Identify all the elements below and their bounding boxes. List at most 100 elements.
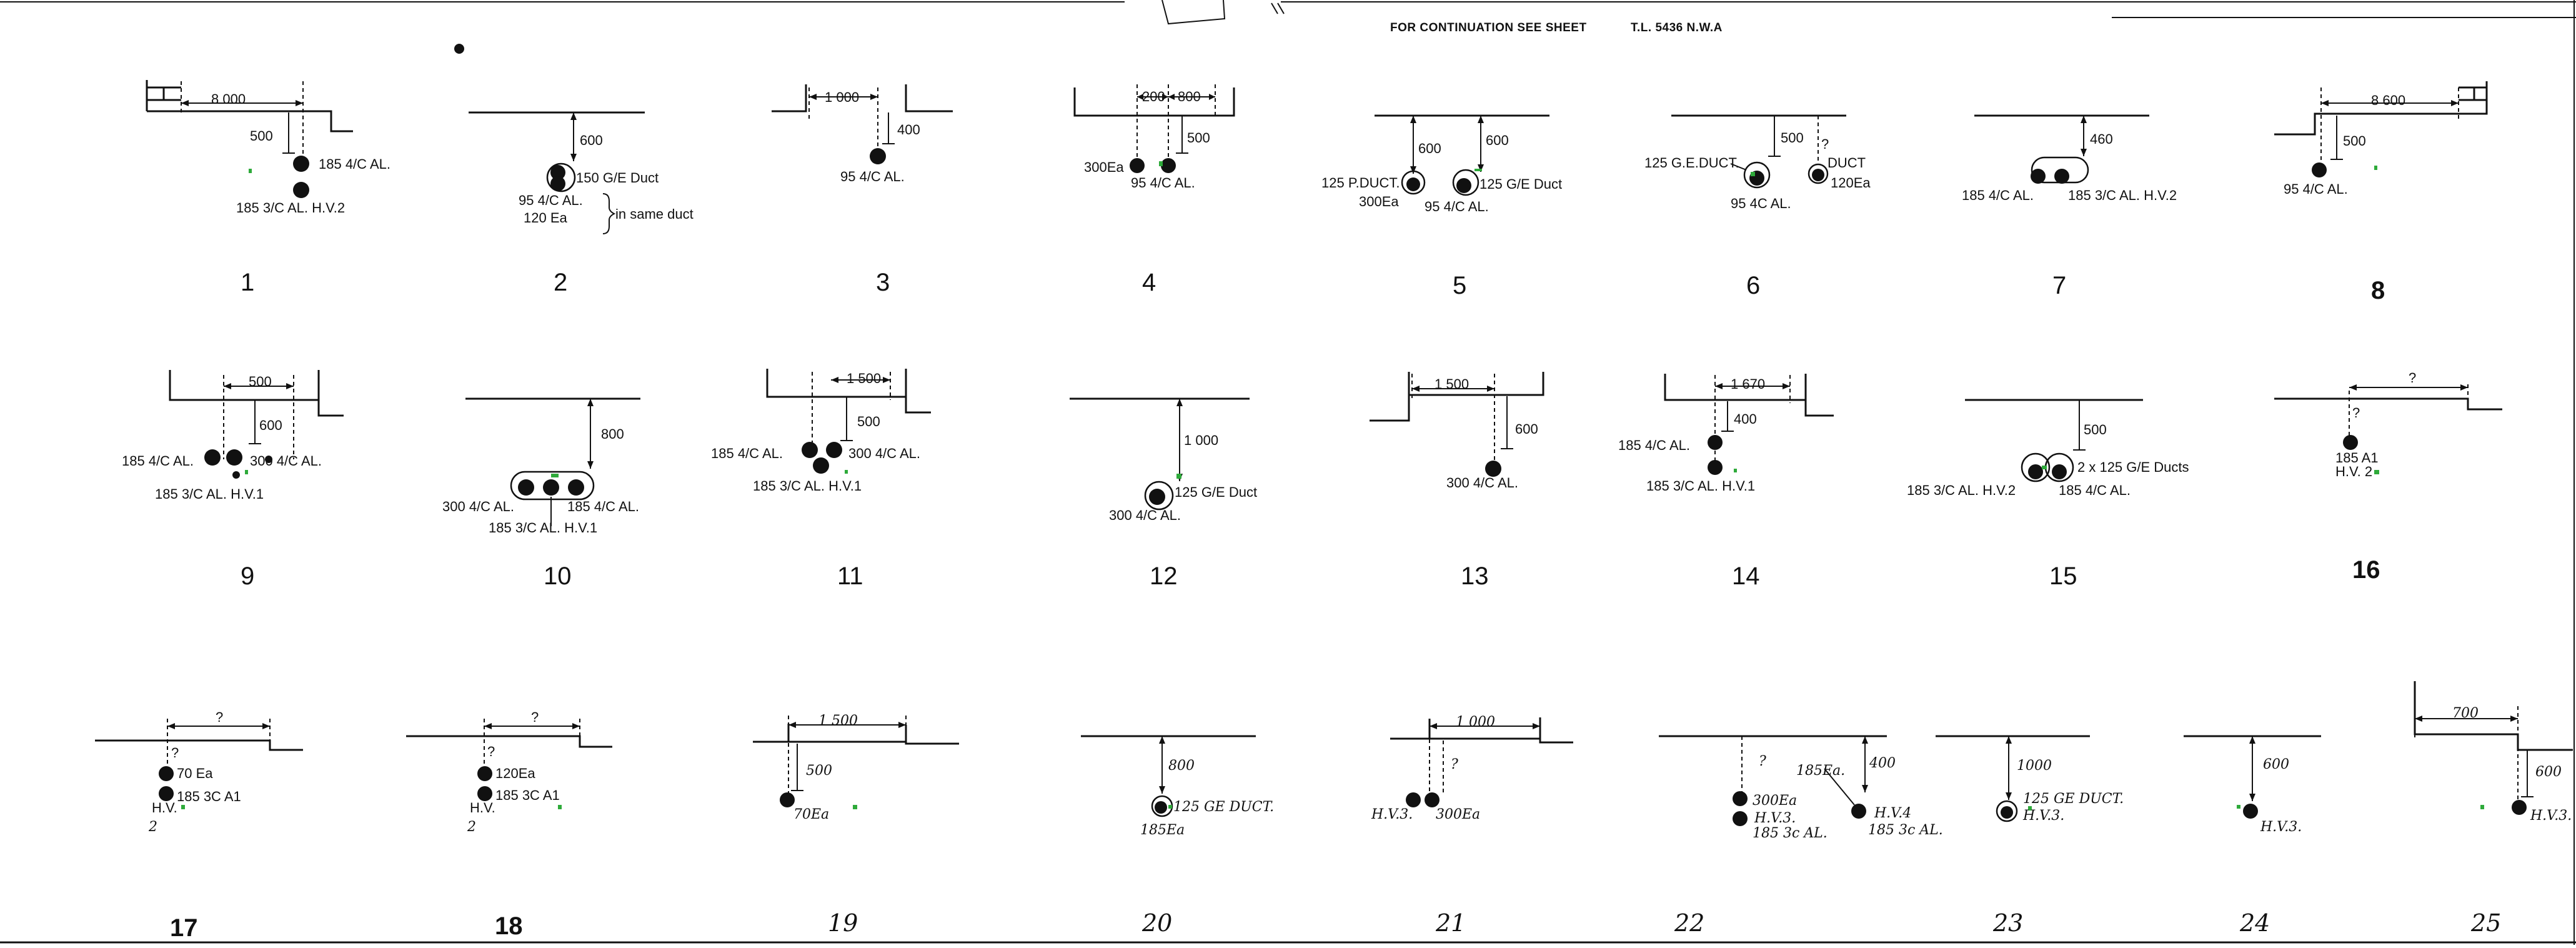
section-6-label-4: 95 4C AL. <box>1731 196 1791 211</box>
section-20-number: 20 <box>1141 909 1172 937</box>
section-6: 500 ? 125 G.E.DUCT. DUCT 120Ea 95 4C AL.… <box>1644 114 1871 299</box>
section-18-dim-h: ? <box>531 709 539 725</box>
section-19-cable <box>780 792 795 807</box>
section-4-cable-a <box>1130 158 1145 173</box>
section-5-number: 5 <box>1453 272 1466 299</box>
section-16-cable <box>2343 435 2358 450</box>
section-5-dim-v2: 600 <box>1486 132 1509 148</box>
section-15-number: 15 <box>2049 562 2077 590</box>
section-22-label-6: 185 3c AL. <box>1868 822 1943 838</box>
section-13-dim-h: 1 500 <box>1435 376 1469 392</box>
section-10-cable-a <box>518 479 534 496</box>
section-16-label-2: H.V. 2 <box>2335 464 2372 479</box>
section-2: 600 150 G/E Duct 95 4/C AL. 120 Ea in sa… <box>469 111 694 296</box>
section-4-cable-b <box>1161 158 1176 173</box>
section-15-duct-a <box>2021 452 2051 482</box>
section-18-label-1: 120Ea <box>495 766 535 781</box>
section-23-dim-v: 1000 <box>2017 758 2052 774</box>
section-10-duct <box>510 471 595 501</box>
section-3-dim-v: 400 <box>897 122 920 137</box>
section-7-number: 7 <box>2052 272 2066 299</box>
section-20-cable <box>1155 801 1167 814</box>
section-14-number: 14 <box>1732 562 1760 590</box>
section-10: 800 300 4/C AL. 185 4/C AL. 185 3/C AL. … <box>442 397 640 590</box>
section-24: 600 H.V.3. 24 <box>2184 735 2321 937</box>
section-14-label-1: 185 4/C AL. <box>1618 437 1690 453</box>
section-4-dim-h2: 800 <box>1178 89 1201 104</box>
section-3-label-1: 95 4/C AL. <box>840 169 905 184</box>
section-7-cable-a <box>2031 169 2046 184</box>
section-21-label-1: H.V.3. <box>1371 807 1413 822</box>
section-2-label-4: in same duct <box>615 206 694 222</box>
section-4-label-2: 95 4/C AL. <box>1131 175 1195 191</box>
section-8: 8 600 500 95 4/C AL. 8 <box>2274 81 2488 304</box>
section-20-label-1: 125 GE DUCT. <box>1173 799 1274 815</box>
section-15-dim-v: 500 <box>2084 422 2107 437</box>
section-18: ? ? 120Ea 185 3C A1 H.V. 2 18 <box>406 709 612 940</box>
section-7-label-2: 185 3/C AL. H.V.2 <box>2068 187 2177 203</box>
section-6-label-1: 125 G.E.DUCT. <box>1644 155 1739 171</box>
section-16-label-1: 185 A1 <box>2335 450 2379 466</box>
section-20-label-2: 185Ea <box>1140 822 1185 838</box>
continuation-note: FOR CONTINUATION SEE SHEET T.L. 5436 N.W… <box>1390 21 1722 34</box>
section-9: 500 600 185 4/C AL. 300 4/C AL. 185 3/C … <box>122 370 344 590</box>
section-22-cable-c <box>1851 804 1866 819</box>
section-17-cable-a <box>159 766 174 781</box>
section-10-cable-c <box>568 479 584 496</box>
section-21-number: 21 <box>1435 909 1466 937</box>
section-17-label-4: 2 <box>148 819 157 835</box>
section-22-label-4: 185 3c AL. <box>1753 826 1828 841</box>
section-2-duct <box>546 162 576 192</box>
section-1-cable-a <box>293 156 309 172</box>
section-7-dim-v: 460 <box>2090 131 2113 147</box>
section-7-label-1: 185 4/C AL. <box>1962 187 2034 203</box>
section-5-cable-b <box>1456 178 1471 193</box>
section-9-cable-d <box>265 456 272 463</box>
continuation-note-text: FOR CONTINUATION SEE SHEET <box>1390 21 1587 34</box>
section-15-label-3: 185 4/C AL. <box>2059 482 2131 498</box>
section-6-duct-a <box>1743 161 1771 189</box>
section-23: 1000 125 GE DUCT. H.V.3. 23 <box>1936 735 2124 937</box>
section-20: 800 125 GE DUCT. 185Ea 20 <box>1081 735 1274 937</box>
section-25-label-1: H.V.3. <box>2530 808 2572 824</box>
section-10-label-3: 185 3/C AL. H.V.1 <box>489 520 597 536</box>
section-18-cable-a <box>477 766 492 781</box>
section-17-dim-h: ? <box>216 709 223 725</box>
section-14-cable-a <box>1708 435 1723 450</box>
section-4-label-1: 300Ea <box>1084 159 1124 175</box>
section-1: 8 000 500 185 4/C AL. 185 3/C AL. H.V.2 … <box>146 80 390 296</box>
section-15-cable-a <box>2028 464 2043 479</box>
section-25-dim-h: 700 <box>2452 706 2479 721</box>
section-6-label-3: 120Ea <box>1831 175 1871 191</box>
section-6-dim-q: ? <box>1821 136 1829 152</box>
section-13-cable <box>1485 461 1501 477</box>
section-11-label-2: 300 4/C AL. <box>848 446 920 461</box>
section-21-cable-b <box>1425 792 1440 807</box>
section-11-cable-b <box>826 442 842 458</box>
section-1-cable-b <box>293 182 309 198</box>
section-7: 460 185 4/C AL. 185 3/C AL. H.V.2 7 <box>1962 114 2177 299</box>
section-23-cable <box>2001 806 2013 819</box>
section-6-number: 6 <box>1746 272 1760 299</box>
section-22: ? 400 185Ea. 300Ea H.V.3. 185 3c AL. H.V… <box>1659 735 1943 937</box>
section-18-dim-v: ? <box>487 744 495 759</box>
section-15-label-1: 2 x 125 G/E Ducts <box>2077 459 2189 475</box>
section-9-number: 9 <box>241 562 254 590</box>
section-6-label-2: DUCT <box>1828 155 1866 171</box>
section-21-dim-h: 1 000 <box>1456 714 1495 730</box>
section-5-duct-b <box>1452 169 1479 196</box>
section-13-dim-v: 600 <box>1515 421 1538 437</box>
section-10-label-2: 185 4/C AL. <box>567 499 639 514</box>
section-21-dim-v: ? <box>1451 757 1458 772</box>
section-8-dim-v: 500 <box>2343 133 2366 149</box>
section-15: 500 2 x 125 G/E Ducts 185 3/C AL. H.V.2 … <box>1907 399 2189 590</box>
section-1-dim-v: 500 <box>250 128 273 144</box>
section-4-number: 4 <box>1142 269 1156 296</box>
section-20-dim-v: 800 <box>1168 758 1195 774</box>
section-21: 1 000 ? H.V.3. 300Ea 21 <box>1371 714 1573 937</box>
section-16-dim-h: ? <box>2409 370 2416 386</box>
section-19-label-1: 70Ea <box>793 807 829 822</box>
section-23-label-1: 125 GE DUCT. <box>2023 791 2124 807</box>
